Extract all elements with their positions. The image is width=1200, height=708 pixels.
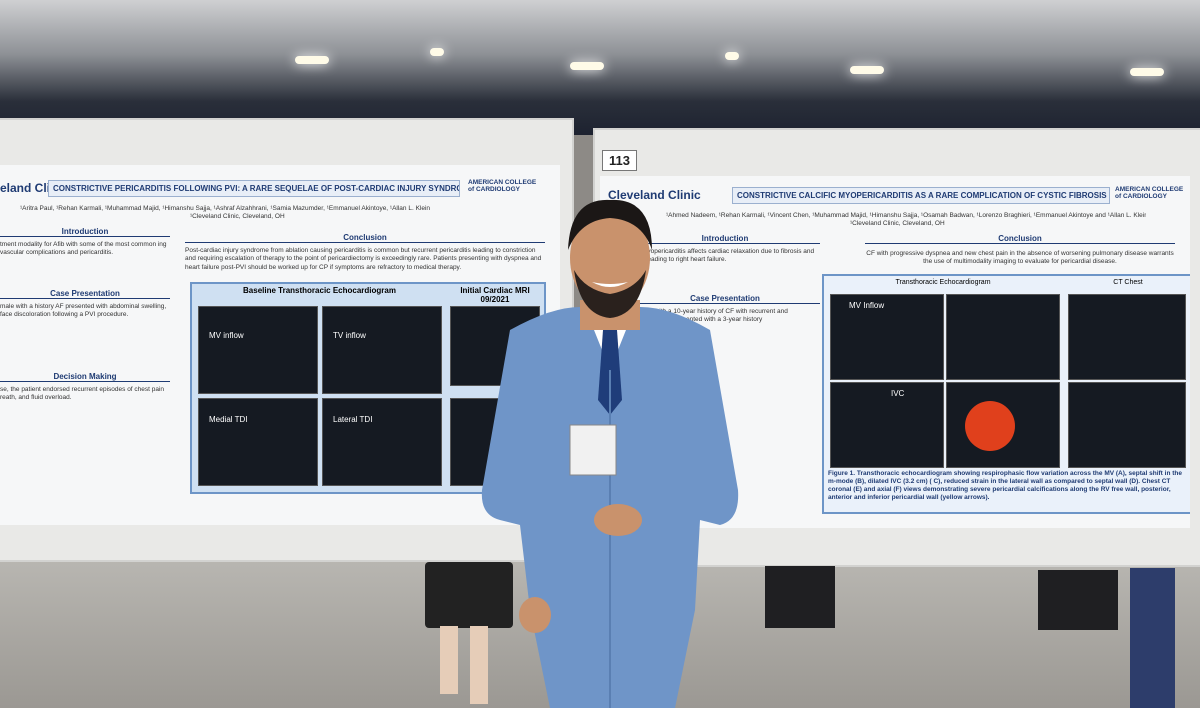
strain-map bbox=[965, 401, 1015, 451]
section-heading: Introduction bbox=[0, 227, 170, 237]
right-poster: Cleveland Clinic CONSTRICTIVE CALCIFIC M… bbox=[600, 176, 1190, 528]
section-text: tive myopericarditis affects cardiac rel… bbox=[630, 248, 815, 264]
ceiling-light bbox=[725, 52, 739, 60]
person-legs bbox=[1130, 568, 1175, 708]
panel-label: Medial TDI bbox=[209, 415, 248, 424]
echo-image: TV inflow bbox=[322, 306, 442, 394]
ct-image bbox=[1068, 382, 1186, 468]
echo-image: Lateral TDI bbox=[322, 398, 442, 486]
acc-logo: AMERICAN COLLEGE of CARDIOLOGY bbox=[468, 179, 537, 194]
panel-label: TV inflow bbox=[333, 331, 366, 340]
person-leg bbox=[440, 626, 458, 694]
section-heading: Decision Making bbox=[0, 372, 170, 382]
figure-heading: Initial Cardiac MRI 09/2021 bbox=[460, 286, 530, 304]
section-text: woman, with a 10-year history of CF with… bbox=[630, 308, 788, 324]
section-heading: Introduction bbox=[630, 234, 820, 244]
panel-label: MV Inflow bbox=[849, 301, 885, 310]
left-poster: eland Clinic CONSTRICTIVE PERICARDITIS F… bbox=[0, 165, 560, 525]
ceiling-light bbox=[430, 48, 444, 56]
affiliation: ¹Cleveland Clinic, Cleveland, OH bbox=[190, 213, 285, 220]
logo: Cleveland Clinic bbox=[608, 188, 701, 202]
figure-panel: Transthoracic Echocardiogram CT Chest MV… bbox=[822, 274, 1190, 514]
section-text: tment modality for Afib with some of the… bbox=[0, 241, 167, 257]
face bbox=[570, 206, 650, 310]
person-skirt bbox=[425, 562, 513, 628]
ceiling-light bbox=[295, 56, 329, 64]
section-heading: Case Presentation bbox=[0, 289, 170, 299]
section-heading: Case Presentation bbox=[630, 294, 820, 304]
authors: ¹Ahmed Nadeem, ¹Rehan Karmali, ¹Vincent … bbox=[666, 212, 1146, 219]
poster-title: CONSTRICTIVE PERICARDITIS FOLLOWING PVI:… bbox=[48, 180, 460, 197]
ceiling-light bbox=[1130, 68, 1164, 76]
badge bbox=[569, 424, 617, 476]
panel-label: MV inflow bbox=[209, 331, 244, 340]
section-text: Post-cardiac injury syndrome from ablati… bbox=[185, 247, 542, 271]
hand bbox=[519, 597, 551, 633]
person-legs bbox=[765, 566, 835, 628]
man bbox=[481, 199, 739, 708]
person-legs bbox=[1038, 570, 1118, 630]
figure-caption: Figure 1. Transthoracic echocardiogram s… bbox=[828, 470, 1182, 502]
section-text: se, the patient endorsed recurrent episo… bbox=[0, 386, 165, 402]
echo-image: IVC bbox=[830, 382, 944, 468]
hand bbox=[594, 504, 642, 536]
ceiling-light bbox=[570, 62, 604, 70]
affiliation: ¹Cleveland Clinic, Cleveland, OH bbox=[850, 220, 945, 227]
poster-title: CONSTRICTIVE CALCIFIC MYOPERICARDITIS AS… bbox=[732, 187, 1110, 204]
figure-panel: Baseline Transthoracic Echocardiogram In… bbox=[190, 282, 546, 494]
panel-label: Lateral TDI bbox=[333, 415, 373, 424]
figure-heading: Transthoracic Echocardiogram bbox=[895, 279, 991, 286]
section-text: CF with progressive dyspnea and new ches… bbox=[866, 250, 1174, 266]
section-text: male with a history AF presented with ab… bbox=[0, 303, 167, 319]
strain-image bbox=[946, 382, 1060, 468]
panel-label: IVC bbox=[891, 389, 905, 398]
beard bbox=[574, 270, 646, 318]
section-heading: Conclusion bbox=[865, 234, 1175, 244]
authors: ¹Aritra Paul, ¹Rehan Karmali, ¹Muhammad … bbox=[20, 205, 431, 212]
smile bbox=[592, 282, 628, 287]
ceiling-light bbox=[850, 66, 884, 74]
echo-image: MV Inflow bbox=[830, 294, 944, 380]
section-heading: Conclusion bbox=[185, 233, 545, 243]
echo-image bbox=[946, 294, 1060, 380]
poster-number: 113 bbox=[602, 150, 637, 171]
person-leg bbox=[470, 626, 488, 704]
hair bbox=[568, 199, 652, 250]
ct-image bbox=[1068, 294, 1186, 380]
echo-image: Medial TDI bbox=[198, 398, 318, 486]
acc-logo: AMERICAN COLLEGE of CARDIOLOGY bbox=[1115, 186, 1184, 201]
figure-heading: Baseline Transthoracic Echocardiogram bbox=[243, 286, 396, 295]
echo-image: MV inflow bbox=[198, 306, 318, 394]
figure-heading: CT Chest bbox=[1113, 279, 1143, 286]
